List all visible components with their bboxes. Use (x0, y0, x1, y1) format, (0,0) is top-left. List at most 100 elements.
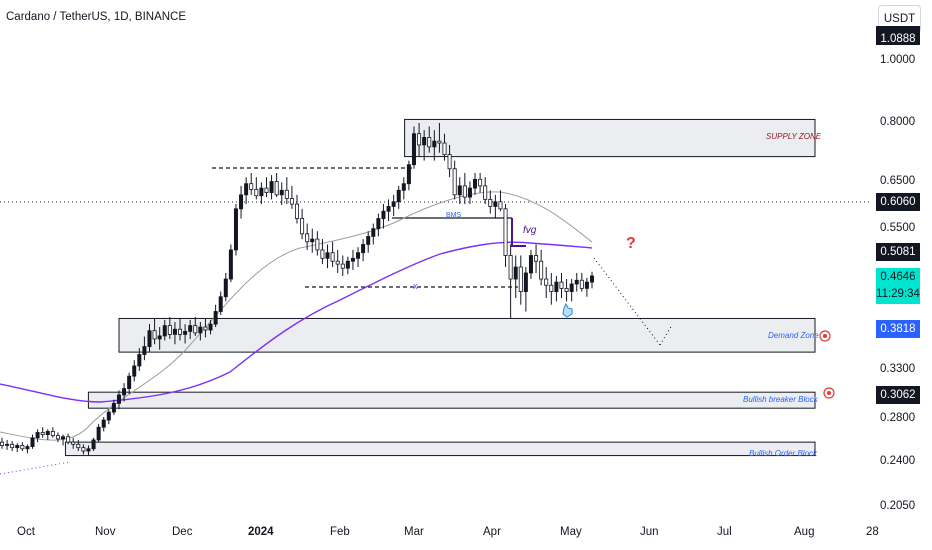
candle (315, 231, 320, 256)
candle (86, 445, 91, 456)
candle (411, 126, 416, 169)
candle (457, 177, 462, 205)
last-price: 0.4646 (880, 271, 916, 283)
candle (590, 271, 595, 289)
candle (462, 172, 467, 205)
candle (213, 304, 218, 328)
candle (254, 177, 259, 200)
candle (473, 172, 478, 195)
candle (437, 122, 442, 153)
candle (335, 249, 340, 273)
candle (549, 272, 554, 305)
candle (356, 247, 361, 268)
x-tick-may: May (560, 526, 582, 538)
candle (116, 390, 121, 410)
candle (584, 277, 589, 297)
x-tick-nov: Nov (95, 526, 116, 538)
candle (188, 319, 193, 339)
candle (391, 194, 396, 217)
y-tick-0205: 0.2050 (880, 500, 916, 512)
candle (442, 133, 447, 161)
y-tick-028: 0.2800 (880, 412, 916, 424)
candle (386, 199, 391, 222)
candle (132, 360, 137, 382)
x-tick-aug: Aug (794, 526, 815, 538)
x-tick-dec: Dec (172, 526, 193, 538)
x-tick-2024: 2024 (248, 526, 274, 538)
candle (122, 383, 127, 402)
question-mark: ? (626, 235, 636, 252)
candle (71, 437, 76, 449)
price-badge-line: 0.6060 (876, 193, 920, 211)
candle (167, 317, 172, 339)
candle (228, 244, 233, 283)
zone-bullish-breaker-block (87, 391, 816, 409)
candle (289, 185, 294, 209)
candle (508, 244, 513, 319)
candle (300, 208, 305, 240)
x-tick-28: 28 (866, 526, 879, 538)
zone-supply-zone (404, 118, 816, 158)
breaker-target-icon (823, 387, 835, 399)
candle (574, 272, 579, 292)
candle (35, 429, 40, 443)
candle (50, 427, 55, 438)
candle (488, 190, 493, 214)
chart-title: Cardano / TetherUS, 1D, BINANCE (6, 11, 187, 23)
price-badge-breaker: 0.3062 (876, 386, 920, 404)
bms-label: BMS (446, 212, 462, 219)
candle (142, 336, 147, 361)
candle (396, 185, 401, 209)
candle (305, 223, 310, 250)
candle (432, 130, 437, 161)
candle (111, 399, 116, 416)
candle (20, 442, 25, 452)
candle (361, 239, 366, 262)
candle (447, 144, 452, 178)
candle (427, 126, 432, 153)
candle (10, 441, 15, 452)
candle (401, 177, 406, 200)
x-tick-jun: Jun (640, 526, 659, 538)
candle (178, 318, 183, 341)
candle (66, 433, 71, 445)
y-tick-024: 0.2400 (880, 455, 916, 467)
dotted-low-trend (0, 461, 71, 475)
candle (539, 249, 544, 286)
candle (345, 256, 350, 275)
candle (208, 319, 213, 335)
candle (452, 160, 457, 200)
candle (157, 327, 162, 350)
ma-purple-line (0, 241, 593, 403)
y-tick-1: 1.0000 (880, 54, 916, 66)
candle (350, 249, 355, 270)
candle (371, 223, 376, 245)
candle (233, 204, 238, 256)
candle (564, 279, 569, 302)
candle (269, 175, 274, 200)
candle (534, 244, 539, 273)
candle (422, 130, 427, 161)
candle (544, 267, 549, 299)
supply-zone-label: SUPPLY ZONE (766, 132, 822, 141)
candle (417, 122, 422, 157)
x-tick-jul: Jul (717, 526, 732, 538)
price-badge-top: 1.0888 (876, 26, 920, 45)
candle (294, 194, 299, 224)
candle (0, 437, 4, 449)
candle (15, 443, 20, 453)
candle (101, 417, 106, 432)
candle (193, 317, 198, 336)
candle (554, 275, 559, 302)
candle (137, 348, 142, 372)
candle (310, 228, 315, 253)
candle (274, 172, 279, 198)
candle (40, 427, 45, 438)
candle (569, 279, 574, 302)
candle (198, 322, 203, 341)
target-icons (819, 330, 835, 399)
x-tick-mar: Mar (404, 526, 424, 538)
candle (264, 177, 269, 198)
candle (76, 439, 81, 452)
